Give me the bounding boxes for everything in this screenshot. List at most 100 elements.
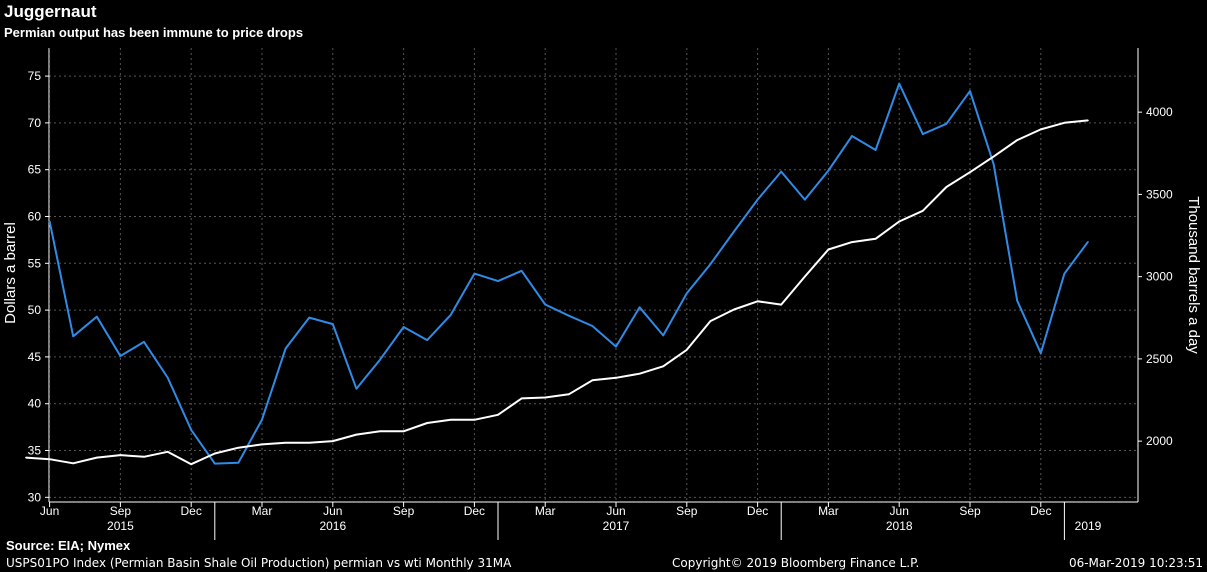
left-axis-tick-label: 55 — [28, 256, 42, 270]
left-axis-tick-label: 75 — [28, 69, 42, 83]
output-point — [638, 372, 641, 375]
price-point — [733, 230, 735, 233]
right-axis-tick-label: 4000 — [1146, 105, 1173, 119]
price-point — [284, 347, 287, 350]
price-point — [615, 345, 617, 348]
price-point — [756, 198, 759, 201]
price-point — [308, 316, 311, 319]
right-axis-tick-label: 3000 — [1146, 270, 1173, 284]
x-axis-year-label: 2016 — [319, 519, 346, 533]
output-point — [450, 419, 452, 421]
output-point — [709, 320, 712, 322]
output-point — [1087, 119, 1089, 122]
x-axis-tick-label: Sep — [393, 504, 415, 518]
output-point — [992, 155, 995, 158]
price-point — [332, 323, 334, 325]
price-point — [214, 462, 216, 465]
price-point — [1040, 352, 1042, 355]
output-point — [804, 275, 806, 278]
price-point — [48, 220, 51, 222]
output-point — [497, 414, 499, 416]
output-point — [686, 349, 688, 351]
series-line-output — [25, 119, 1089, 466]
x-axis-tick-label: Jun — [890, 504, 909, 518]
x-axis-tick-label: Sep — [110, 504, 132, 518]
price-point — [237, 461, 240, 464]
output-point — [308, 442, 311, 444]
price-point — [898, 82, 900, 85]
price-point — [945, 123, 948, 125]
price-point — [166, 376, 169, 379]
price-point — [497, 280, 499, 282]
output-point — [355, 433, 358, 436]
price-point — [851, 135, 853, 137]
price-point — [874, 149, 877, 151]
output-point — [898, 220, 900, 223]
chart-title: Juggernaut — [4, 2, 97, 21]
output-point — [72, 462, 74, 465]
left-axis-tick-label: 50 — [28, 303, 42, 317]
right-axis-tick-label: 3500 — [1146, 187, 1173, 201]
output-point — [379, 430, 381, 433]
output-point — [780, 303, 782, 306]
x-axis-tick-label: Sep — [959, 504, 981, 518]
price-point — [568, 314, 570, 317]
output-point — [261, 443, 263, 446]
left-axis-tick-label: 35 — [28, 444, 42, 458]
price-point — [473, 272, 476, 275]
price-point — [591, 325, 594, 327]
output-point — [662, 365, 664, 368]
chart-canvas: 30 35 40 45 50 55 60 65 70 75 2000 2500 3000 3500 4000… — [2, 48, 1202, 540]
price-point — [190, 429, 192, 431]
x-axis-tick-label: Jun — [606, 504, 625, 518]
price-point — [780, 170, 782, 173]
price-point — [1087, 241, 1089, 243]
price-point — [143, 341, 145, 343]
output-point — [332, 440, 334, 442]
output-point — [827, 248, 830, 251]
x-axis-tick-label: Dec — [747, 504, 768, 518]
price-point — [709, 263, 712, 266]
x-axis-year-label: 2018 — [886, 519, 913, 533]
price-point — [426, 339, 429, 341]
right-axis-title: Thousand barrels a day — [1185, 196, 1202, 354]
output-point — [190, 463, 192, 466]
price-point — [450, 314, 452, 316]
output-point — [544, 396, 546, 399]
x-axis-tick-label: Dec — [464, 504, 485, 518]
output-point — [520, 397, 523, 400]
output-point — [426, 422, 429, 424]
price-point — [827, 169, 830, 172]
left-axis-title: Dollars a barrel — [2, 222, 19, 324]
price-point — [804, 198, 806, 201]
output-point — [214, 452, 216, 455]
price-point — [638, 306, 641, 309]
output-point — [25, 456, 27, 459]
output-point — [591, 379, 594, 382]
price-point — [1016, 299, 1018, 302]
price-point — [992, 163, 995, 165]
x-axis-tick-label: Sep — [676, 504, 698, 518]
output-point — [143, 456, 145, 458]
output-point — [969, 171, 971, 173]
output-point — [756, 300, 759, 303]
output-point — [922, 210, 924, 212]
x-axis-year-label: 2017 — [603, 519, 630, 533]
output-point — [1016, 139, 1018, 141]
output-point — [851, 241, 853, 243]
x-axis-tick-label: Mar — [535, 504, 556, 518]
left-axis-tick-label: 40 — [28, 397, 42, 411]
price-point — [922, 133, 924, 135]
price-point — [261, 418, 263, 421]
x-axis-tick-label: Dec — [1030, 504, 1051, 518]
x-axis-tick-label: Dec — [181, 504, 202, 518]
source-note: Source: EIA; Nymex — [6, 538, 131, 553]
footer-timestamp: 06-Mar-2019 10:23:51 — [1068, 556, 1203, 570]
output-point — [1040, 128, 1042, 131]
price-point — [662, 334, 664, 337]
footer-index-description: USPS01PO Index (Permian Basin Shale Oil … — [6, 556, 512, 570]
left-axis-tick-label: 45 — [28, 350, 42, 364]
output-point — [1063, 122, 1066, 124]
series-line-price — [48, 82, 1089, 465]
output-point — [615, 377, 617, 379]
